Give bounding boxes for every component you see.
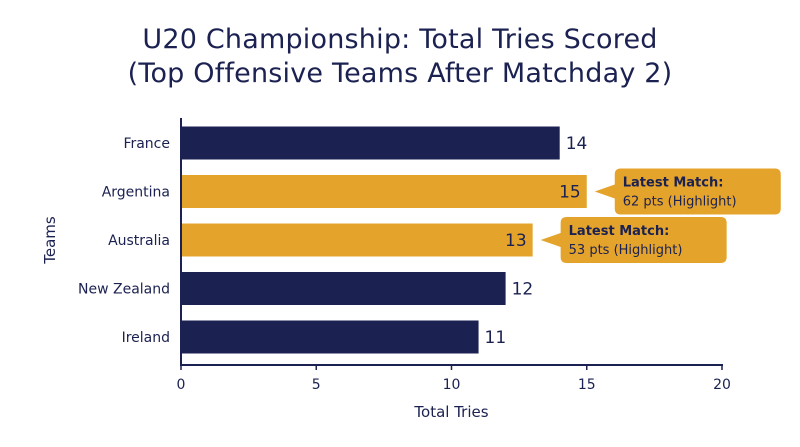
- category-label: New Zealand: [78, 282, 170, 298]
- x-tick-label: 20: [713, 377, 731, 393]
- x-tick-label: 0: [177, 377, 186, 393]
- annotation-title: Latest Match:: [623, 176, 724, 191]
- bar: [182, 126, 560, 160]
- annotation-title: Latest Match:: [569, 224, 670, 239]
- bar: [182, 272, 506, 305]
- annotation-text: 53 pts (Highlight): [569, 243, 683, 258]
- value-label: 12: [512, 280, 534, 300]
- value-label: 13: [505, 231, 527, 251]
- annotation-text: 62 pts (Highlight): [623, 195, 737, 210]
- x-tick-label: 5: [312, 377, 321, 393]
- bar: [182, 320, 479, 354]
- x-tick-label: 15: [578, 377, 596, 393]
- bar: [182, 175, 587, 208]
- chart-title: U20 Championship: Total Tries Scored: [142, 24, 658, 55]
- category-label: France: [123, 136, 170, 152]
- x-tick-label: 10: [443, 377, 461, 393]
- x-axis-title: Total Tries: [413, 403, 488, 421]
- category-label: Ireland: [122, 330, 170, 346]
- annotation-callout: [540, 217, 727, 263]
- bar: [182, 223, 533, 257]
- value-label: 15: [559, 183, 581, 203]
- annotation-callout: [594, 168, 781, 215]
- category-label: Argentina: [102, 185, 170, 201]
- value-label: 14: [566, 134, 588, 154]
- chart-subtitle: (Top Offensive Teams After Matchday 2): [127, 58, 673, 89]
- value-label: 11: [485, 328, 507, 348]
- category-label: Australia: [108, 233, 170, 249]
- y-axis-title: Teams: [41, 216, 59, 265]
